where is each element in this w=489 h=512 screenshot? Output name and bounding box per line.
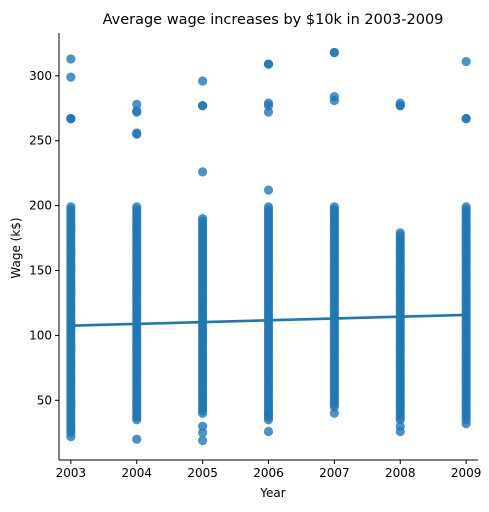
data-point: [198, 214, 208, 224]
data-point: [263, 426, 274, 437]
y-tick-label: 50: [37, 393, 52, 407]
data-point: [461, 419, 471, 429]
data-point: [132, 128, 142, 138]
data-point: [329, 202, 339, 212]
chart-title: Average wage increases by $10k in 2003-2…: [103, 12, 444, 28]
x-tick-label: 2008: [385, 466, 416, 480]
data-point: [263, 408, 274, 418]
x-tick-label: 2007: [319, 466, 350, 480]
data-point: [198, 76, 208, 86]
data-point: [66, 72, 76, 82]
data-point: [329, 47, 339, 58]
x-axis: 2003 2004 2005 2006 2007 2008 2009: [56, 459, 482, 480]
x-tick-label: 2006: [253, 466, 284, 480]
data-point: [132, 99, 142, 109]
data-point: [66, 114, 76, 124]
data-point: [198, 421, 208, 431]
data-point: [132, 202, 142, 212]
data-point: [395, 421, 405, 431]
y-axis: 50 100 150 200 250 300: [29, 33, 60, 460]
data-point: [198, 167, 208, 177]
regression-line: [70, 313, 467, 327]
data-point: [66, 202, 76, 212]
data-point: [329, 408, 339, 418]
data-point: [461, 56, 471, 67]
x-axis-label: Year: [259, 486, 285, 500]
data-point: [395, 228, 405, 238]
y-tick-label: 100: [29, 328, 52, 342]
data-point: [66, 432, 76, 442]
data-point: [198, 101, 208, 111]
data-point: [198, 428, 208, 438]
x-tick-label: 2009: [451, 466, 482, 480]
y-tick-label: 200: [29, 199, 52, 213]
data-point: [198, 435, 208, 446]
data-point: [461, 202, 471, 212]
data-point: [263, 98, 274, 108]
y-axis-label: Wage (k$): [9, 217, 23, 278]
data-point: [263, 59, 274, 69]
x-tick-label: 2003: [56, 466, 87, 480]
data-point: [263, 107, 274, 117]
y-tick-label: 300: [29, 69, 52, 83]
data-point: [263, 185, 274, 195]
y-tick-label: 150: [29, 264, 52, 278]
data-point: [66, 54, 76, 64]
data-point: [263, 202, 274, 212]
data-point: [132, 434, 142, 444]
x-tick-label: 2005: [187, 466, 218, 480]
data-point: [132, 106, 142, 116]
x-tick-label: 2004: [121, 466, 152, 480]
data-point: [461, 114, 471, 124]
data-point: [395, 98, 405, 108]
data-points: [66, 47, 471, 446]
y-tick-label: 250: [29, 134, 52, 148]
data-point: [329, 92, 339, 102]
